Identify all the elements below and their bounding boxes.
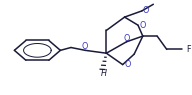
- Text: O: O: [81, 42, 88, 51]
- Text: O: O: [142, 6, 149, 15]
- Text: O: O: [124, 60, 131, 69]
- Text: O: O: [124, 34, 130, 43]
- Text: F: F: [186, 45, 191, 54]
- Text: H: H: [100, 69, 107, 78]
- Text: O: O: [139, 21, 145, 30]
